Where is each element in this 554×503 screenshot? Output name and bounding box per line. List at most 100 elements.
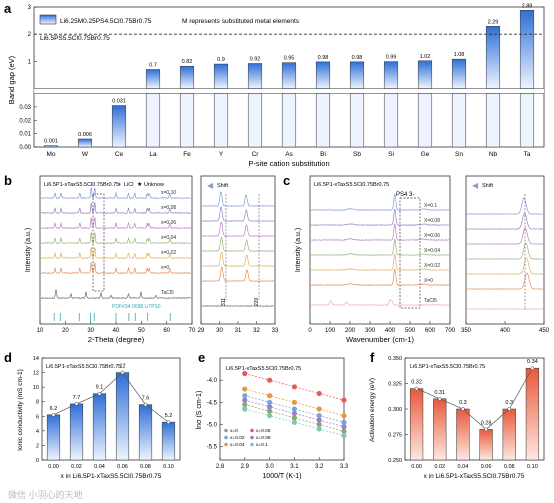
x-tick-label: 10: [37, 328, 44, 334]
panel-f-bars: [409, 367, 540, 461]
y-tick-label: 0.00: [19, 145, 31, 151]
zoom-x-tick-label: 29: [198, 328, 205, 334]
watermark: 微信 小羽心的天地: [8, 489, 83, 500]
point-x=0.1: [341, 433, 347, 439]
point-x=0.04: [341, 413, 347, 419]
bar-As: [281, 62, 297, 89]
panel-d-trend-points: [51, 370, 171, 424]
series-label-x=0: x=0: [161, 265, 169, 271]
bar-Mo: [43, 145, 59, 148]
y-tick-label: 12: [33, 371, 39, 377]
bar-0.08: [502, 408, 516, 461]
point-x=0.06: [242, 370, 248, 377]
point-x=0.1: [267, 413, 273, 419]
bar-lower-Bi: [315, 93, 331, 148]
series-label-x=0.02: x=0.02: [161, 250, 176, 256]
panel-c-ylabel: Intensity (a.u.): [295, 228, 302, 272]
x-tick-Ta: Ta: [524, 151, 531, 158]
panel-f-value-labels: 0.32 0.31 0.3 0.28 0.3 0.34: [411, 359, 538, 426]
panel-d-trend-line: [53, 372, 169, 423]
panel-a-x-tick-labels: Mo W Ce La Fe Y Cr As Bi Sb Si Ge Sn Nb Ta: [46, 151, 530, 158]
bar-0.00: [46, 414, 61, 461]
value-label-0.10: 0.34: [527, 359, 538, 365]
y-tick-label: 10: [33, 385, 39, 391]
x-tick-W: W: [82, 151, 89, 158]
value-label-Cr: 0.92: [250, 57, 261, 63]
bar-lower-Nb: [485, 93, 501, 148]
y-tick-label: 2: [36, 443, 39, 449]
value-label-La: 0.7: [149, 62, 157, 68]
y-tick-label: 0.350: [388, 356, 402, 362]
panel-b-pdf-label: PDF#34-0688 Li7PS6: [112, 304, 161, 310]
panel-f-y-ticks: 0.250 0.275 0.300 0.325 0.350: [388, 356, 408, 464]
panel-c-letter: c: [283, 173, 290, 188]
zoom-spectrum-X=0.1: [467, 197, 544, 215]
y-tick-label: 0.300: [388, 407, 402, 413]
y-tick-label: -4.5: [207, 400, 218, 406]
bar-Si: [383, 61, 399, 89]
legend-label-x=0.02: x=0.02: [230, 435, 245, 441]
bar-0.10: [525, 367, 540, 461]
trend-point-0.08: [143, 402, 148, 407]
trend-point-0.06: [120, 370, 125, 375]
legend-formula: Li6.25M0.25PS4.5Cl0.75Br0.75: [60, 18, 152, 25]
value-label-Nb: 2.29: [488, 19, 499, 25]
point-x=0.02: [341, 419, 347, 425]
x-tick-label: 500: [405, 328, 416, 334]
bar-lower-Sb: [349, 93, 365, 148]
xrd-pattern-x=0.10: [40, 187, 192, 199]
raman-spectrum-X=0.04: [310, 238, 450, 256]
legend-marker-x=0.02: [224, 435, 228, 440]
value-label-Sn: 1.08: [454, 52, 465, 58]
bar-lower-As: [281, 93, 297, 148]
y-tick-label: 0.02: [19, 118, 31, 124]
panel-c-raman-spectra: [310, 193, 450, 306]
xrd-pattern-x=0: [40, 262, 192, 274]
x-tick-Ce: Ce: [115, 151, 124, 158]
x-tick-label: 3.2: [315, 464, 324, 470]
panel-e-x-ticks: 2.8 2.9 3.0 3.1 3.2 3.3: [216, 457, 349, 470]
point-x=0.08: [341, 424, 347, 430]
xrd-pattern-x=0.04: [41, 232, 192, 244]
point-x=0.06: [291, 384, 297, 390]
panel-d-xlabel: x in Li6.5P1-xTaxS5.5Cl0.75Br0.75: [61, 473, 162, 480]
panel-f-trend-line: [416, 368, 533, 430]
value-label-Si: 0.99: [386, 55, 397, 61]
zoom-spectrum-X=0.04: [466, 242, 544, 260]
panel-e-ylabel: lnσ (S cm-1): [196, 391, 203, 430]
point-x=0.02: [242, 393, 248, 399]
bar-Y: [213, 63, 229, 89]
panel-b-series-labels: x=0.10 x=0.08 x=0.06 x=0.04 x=0.02 x=0 TaCl5: [161, 190, 176, 296]
raman-spectrum-X=0.1: [310, 193, 450, 211]
x-tick-label: 400: [385, 328, 396, 334]
x-tick-0.02: 0.02: [434, 464, 445, 470]
zoom-pattern-x=0.04: [201, 236, 275, 252]
x-tick-Cr: Cr: [252, 151, 260, 158]
x-tick-label: 20: [62, 328, 69, 334]
panel-e-legend: x=0 x=0.06 x=0.02 x=0.08 x=0.04 x=0.1: [224, 428, 271, 448]
panel-a-y-tick-labels: 0.00 0.01 0.02 0.03 1 2 3: [19, 5, 37, 151]
trend-point-0.04: [461, 407, 465, 411]
panel-e-series: [242, 370, 347, 439]
series-label-x=0.04: x=0.04: [161, 235, 176, 241]
point-x=0.02: [267, 399, 273, 405]
raman-spectrum-X=0.08: [310, 208, 450, 226]
panel-b-xrd-patterns: [40, 187, 192, 299]
y-tick-label: 0.01: [19, 132, 31, 138]
panel-b-zoom-frame: [200, 175, 276, 325]
point-x=0: [291, 415, 297, 421]
x-tick-label: 50: [138, 328, 145, 334]
point-x=0.06: [267, 377, 273, 383]
bar-lower-La: [145, 93, 161, 148]
trend-point-0.06: [484, 427, 488, 432]
trend-point-0.10: [530, 366, 535, 371]
zoom-pattern-x=0.06: [201, 221, 275, 237]
panel-e-frame: [219, 357, 345, 461]
panel-b-zoom-box: [92, 193, 105, 292]
raman-spectrum-X=0.06: [310, 222, 450, 241]
y-tick-label: 0.250: [388, 458, 402, 464]
x-tick-0.04: 0.04: [94, 464, 105, 470]
zoom-x-tick-label: 350: [461, 328, 472, 334]
panel-b-x-ticks: 10 20 30 40 50 60 70: [37, 321, 196, 334]
